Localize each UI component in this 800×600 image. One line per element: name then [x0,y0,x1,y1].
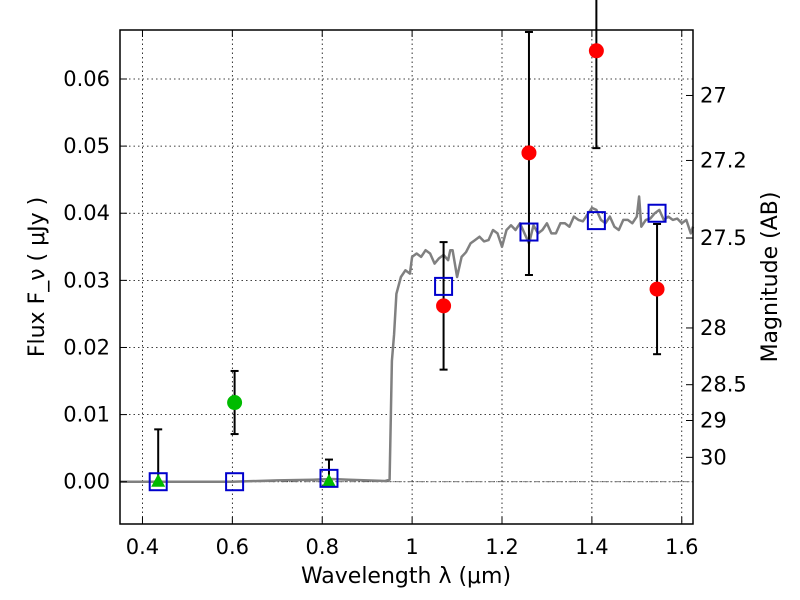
upper-limit-point [151,473,166,487]
y-tick-label: 0.05 [63,134,110,158]
y2-tick-label: 27.2 [700,148,747,172]
upper-limit-point [321,473,336,487]
y2-tick-label: 27.5 [700,226,747,250]
y2-tick-label: 28.5 [700,373,747,397]
data-point [649,281,665,297]
y2-axis-label: Magnitude (AB) [758,192,783,363]
model-photometry-point [586,211,606,231]
x-tick-label: 0.4 [126,535,159,559]
y2-tick-label: 30 [700,445,727,469]
y2-tick-label: 27 [700,83,727,107]
y-tick-label: 0.02 [63,335,110,359]
y-tick-label: 0.03 [63,268,110,292]
y2-axis: 27 27.2 27.5 28 28.5 29 30 [686,83,747,469]
x-tick-label: 0.6 [216,535,249,559]
model-photometry-point [519,222,539,242]
data-point [521,145,537,161]
y-tick-label: 0.00 [63,470,110,494]
y2-tick-label: 29 [700,409,727,433]
x-tick-label: 1.2 [485,535,518,559]
data-point [227,395,243,411]
y-tick-label: 0.06 [63,67,110,91]
x-axis: 0.4 0.6 0.8 1 1.2 1.4 1.6 [126,30,698,559]
x-tick-label: 0.8 [306,535,339,559]
y2-tick-label: 28 [700,316,727,340]
data-point [436,298,452,314]
y-tick-label: 0.04 [63,201,110,225]
x-axis-label: Wavelength λ (μm) [301,564,511,589]
plot-area [120,30,693,524]
x-tick-label: 1 [405,535,418,559]
model-photometry-point [647,203,667,223]
plot-frame [119,29,694,525]
x-tick-label: 1.4 [575,535,608,559]
model-photometry-point [148,472,168,492]
y-axis: 0.00 0.01 0.02 0.03 0.04 0.05 0.06 [63,67,127,494]
y-tick-label: 0.01 [63,403,110,427]
x-tick-label: 1.6 [665,535,698,559]
model-photometry-point [319,468,339,488]
model-photometry-point [225,472,245,492]
data-point [588,43,604,59]
y-axis-label: Flux F_ν ( μJy ) [25,197,50,357]
series [120,0,695,492]
model-photometry-point [434,276,454,296]
